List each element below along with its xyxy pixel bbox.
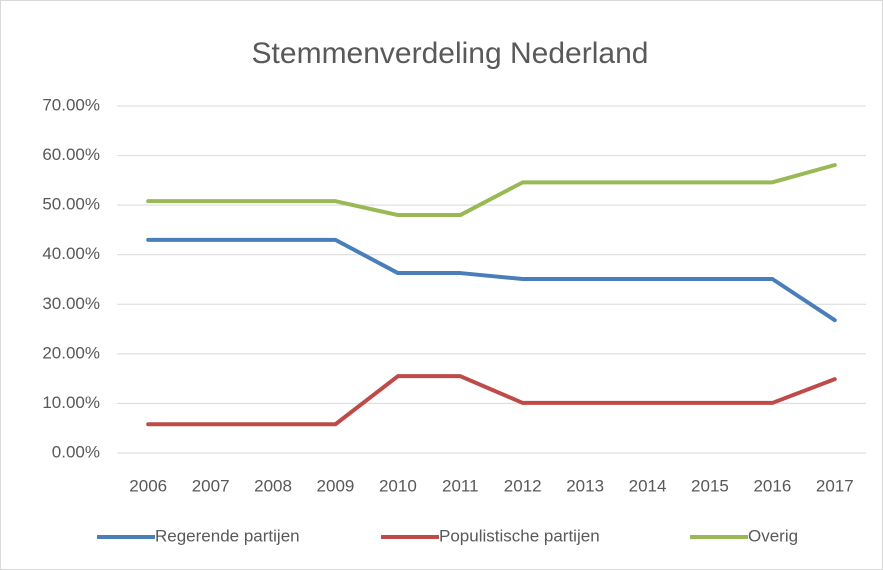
x-tick-label: 2008 [254, 476, 292, 495]
series-line [146, 374, 837, 427]
y-tick-label: 40.00% [42, 244, 100, 263]
x-tick-label: 2007 [192, 476, 230, 495]
series-line [146, 237, 837, 323]
x-tick-label: 2016 [753, 476, 791, 495]
legend-label: Regerende partijen [155, 526, 300, 545]
x-tick-label: 2014 [629, 476, 667, 495]
x-tick-label: 2010 [379, 476, 417, 495]
y-tick-label: 20.00% [42, 343, 100, 362]
y-tick-label: 60.00% [42, 145, 100, 164]
x-tick-label: 2015 [691, 476, 729, 495]
x-tick-label: 2011 [442, 476, 479, 495]
x-tick-label: 2013 [566, 476, 604, 495]
y-tick-label: 70.00% [42, 95, 100, 114]
chart-title: Stemmenverdeling Nederland [252, 37, 649, 70]
x-tick-label: 2009 [317, 476, 355, 495]
y-tick-label: 10.00% [42, 393, 100, 412]
y-tick-label: 30.00% [42, 294, 100, 313]
legend-label: Populistische partijen [439, 526, 600, 545]
y-tick-label: 50.00% [42, 195, 100, 214]
series-line [146, 162, 837, 218]
x-tick-label: 2006 [129, 476, 167, 495]
legend-label: Overig [748, 526, 798, 545]
x-tick-label: 2017 [816, 476, 854, 495]
y-tick-label: 0.00% [52, 442, 100, 461]
x-tick-label: 2012 [504, 476, 542, 495]
